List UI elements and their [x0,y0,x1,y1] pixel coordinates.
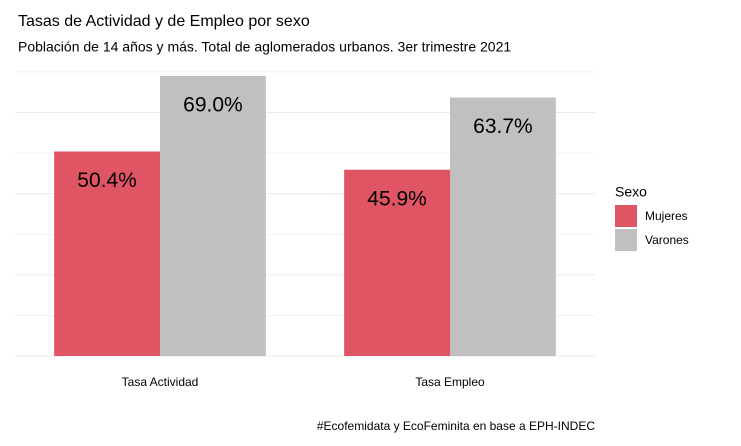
bar [450,97,556,356]
legend-key [615,229,637,251]
x-tick-label: Tasa Empleo [415,375,485,389]
data-label: 69.0% [183,94,243,117]
data-label: 45.9% [367,187,427,210]
legend-label: Mujeres [645,209,688,223]
bar [54,151,160,356]
data-label: 63.7% [473,115,533,138]
data-label: 50.4% [77,169,137,192]
caption: #Ecofemidata y EcoFeminita en base a EPH… [317,419,595,433]
bar [344,169,450,356]
legend-key [615,205,637,227]
legend-label: Varones [645,233,689,247]
x-tick-label: Tasa Actividad [122,375,199,389]
bar [160,76,266,356]
chart-title: Tasas de Actividad y de Empleo por sexo [18,13,310,30]
legend-title: Sexo [615,184,647,200]
chart-subtitle: Población de 14 años y más. Total de agl… [18,39,511,55]
